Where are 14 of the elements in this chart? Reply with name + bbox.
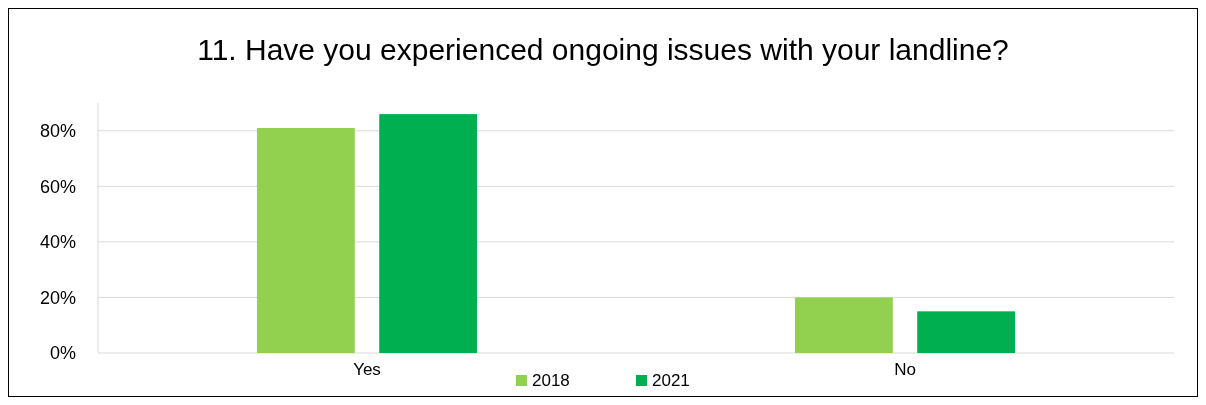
x-tick-label: Yes <box>353 360 381 379</box>
legend-label: 2018 <box>532 371 570 390</box>
bar <box>256 128 355 353</box>
y-tick-label: 80% <box>39 121 76 142</box>
bar <box>794 297 893 353</box>
x-tick-label: No <box>894 360 916 379</box>
bar <box>917 311 1016 353</box>
y-tick-label: 40% <box>39 232 76 253</box>
y-tick-label: 20% <box>39 287 76 308</box>
y-tick-label: 0% <box>49 343 76 364</box>
bar <box>379 114 478 353</box>
chart-title: 11. Have you experienced ongoing issues with your landline? <box>197 33 1009 66</box>
legend-label: 2021 <box>652 371 690 390</box>
y-tick-label: 60% <box>39 176 76 197</box>
